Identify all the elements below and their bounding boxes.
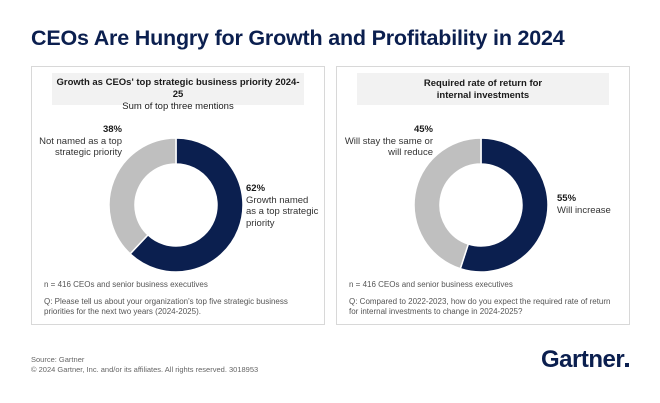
chart-title: Growth as CEOs' top strategic business p…: [56, 77, 300, 100]
label-growth-named: 62% Growth named as a top strategic prio…: [246, 183, 320, 229]
donut-slice-0: [459, 137, 549, 273]
sample-note: n = 416 CEOs and senior business executi…: [44, 280, 208, 289]
question-note: Q: Compared to 2022-2023, how do you exp…: [349, 297, 611, 316]
donut-slice-1: [108, 137, 177, 255]
panel-header: Required rate of return for internal inv…: [357, 73, 609, 105]
value-label: 45%: [413, 124, 433, 135]
logo-text: Gartner: [541, 346, 625, 373]
donut-slice-0: [129, 137, 244, 273]
copyright-text: © 2024 Gartner, Inc. and/or its affiliat…: [31, 365, 259, 374]
chart-panel-growth: Growth as CEOs' top strategic business p…: [31, 66, 325, 325]
chart-subtitle: Sum of top three mentions: [122, 101, 234, 112]
value-label: 38%: [102, 124, 122, 135]
page-title: CEOs Are Hungry for Growth and Profitabi…: [31, 26, 565, 50]
gartner-logo: Gartner: [541, 346, 630, 374]
chart-title: Required rate of return for internal inv…: [423, 78, 543, 101]
label-stay-or-reduce: 45% Will stay the same or will reduce: [343, 124, 433, 159]
chart-panel-return: Required rate of return for internal inv…: [336, 66, 630, 325]
logo-dot: [625, 363, 630, 367]
sample-note: n = 416 CEOs and senior business executi…: [349, 280, 513, 289]
category-label: Will stay the same or will reduce: [344, 135, 433, 159]
panel-header: Growth as CEOs' top strategic business p…: [52, 73, 304, 112]
donut-chart-return: [413, 137, 549, 273]
donut-slice-1: [413, 137, 482, 270]
category-label: Will increase: [557, 204, 611, 216]
source-footer: Source: Gartner © 2024 Gartner, Inc. and…: [31, 355, 258, 375]
label-not-named: 38% Not named as a top strategic priorit…: [38, 124, 122, 159]
value-label: 62%: [246, 183, 266, 194]
label-will-increase: 55% Will increase: [557, 193, 627, 216]
donut-chart-growth: [108, 137, 244, 273]
value-label: 55%: [557, 193, 577, 204]
category-label: Growth named as a top strategic priority: [246, 194, 319, 229]
source-text: Source: Gartner: [31, 355, 85, 364]
category-label: Not named as a top strategic priority: [39, 135, 122, 159]
question-note: Q: Please tell us about your organizatio…: [44, 297, 288, 316]
